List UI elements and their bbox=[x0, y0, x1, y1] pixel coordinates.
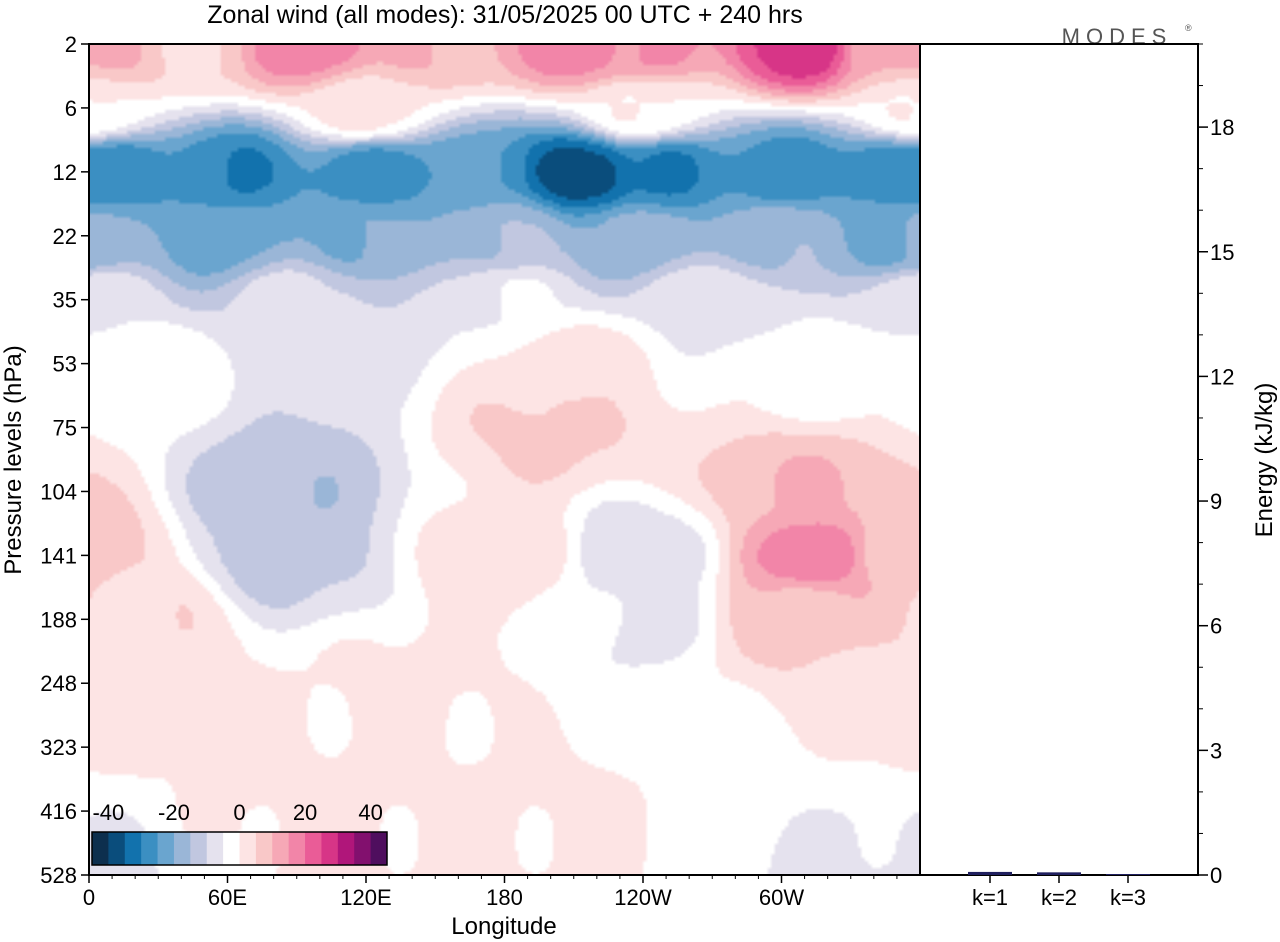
longitude-tick-label: 120W bbox=[614, 885, 672, 910]
colorbar-swatch bbox=[354, 832, 372, 865]
colorbar-swatch bbox=[124, 832, 142, 865]
pressure-tick-label: 35 bbox=[53, 288, 77, 313]
chart-title: Zonal wind (all modes): 31/05/2025 00 UT… bbox=[207, 1, 802, 29]
colorbar-ticks: -40 -20 0 20 40 bbox=[92, 800, 382, 825]
colorbar-swatch bbox=[173, 832, 191, 865]
longitude-tick-label: 0 bbox=[83, 885, 95, 910]
energy-x-tick-label: k=3 bbox=[1110, 885, 1146, 910]
energy-axis: 0 3 6 9 12 15 18 bbox=[1198, 43, 1234, 888]
energy-tick-label: 0 bbox=[1210, 863, 1222, 888]
energy-panel-frame bbox=[919, 43, 1199, 876]
wind-heatmap bbox=[89, 44, 920, 875]
pressure-tick-label: 2 bbox=[65, 32, 77, 57]
colorbar-swatch bbox=[321, 832, 339, 865]
energy-tick-label: 18 bbox=[1210, 115, 1234, 140]
colorbar bbox=[92, 832, 388, 865]
colorbar-tick-label: 40 bbox=[358, 800, 382, 825]
energy-tick-label: 15 bbox=[1210, 240, 1234, 265]
energy-bar bbox=[1037, 872, 1081, 875]
colorbar-swatch bbox=[223, 832, 240, 865]
longitude-tick-label: 60E bbox=[208, 885, 247, 910]
pressure-tick-label: 248 bbox=[40, 671, 77, 696]
pressure-tick-label: 141 bbox=[40, 543, 77, 568]
energy-tick-label: 12 bbox=[1210, 364, 1234, 389]
colorbar-swatch bbox=[190, 832, 208, 865]
energy-x-tick-label: k=1 bbox=[972, 885, 1008, 910]
energy-bar bbox=[1106, 874, 1150, 875]
colorbar-swatch bbox=[206, 832, 224, 865]
energy-bars bbox=[968, 871, 1150, 875]
colorbar-tick-label: 20 bbox=[293, 800, 317, 825]
pressure-tick-label: 22 bbox=[53, 224, 77, 249]
pressure-axis-label: Pressure levels (hPa) bbox=[0, 345, 27, 574]
colorbar-swatch bbox=[157, 832, 175, 865]
colorbar-tick-label: -20 bbox=[158, 800, 190, 825]
pressure-tick-label: 104 bbox=[40, 479, 77, 504]
pressure-tick-label: 188 bbox=[40, 607, 77, 632]
longitude-tick-label: 120E bbox=[340, 885, 391, 910]
pressure-tick-label: 323 bbox=[40, 735, 77, 760]
colorbar-swatch bbox=[370, 832, 388, 865]
energy-tick-label: 3 bbox=[1210, 738, 1222, 763]
colorbar-tick-label: -40 bbox=[92, 800, 124, 825]
modes-logo-mark: ® bbox=[1185, 23, 1192, 33]
energy-bar bbox=[968, 871, 1012, 875]
colorbar-swatch bbox=[288, 832, 306, 865]
pressure-tick-label: 75 bbox=[53, 416, 77, 441]
energy-tick-label: 9 bbox=[1210, 489, 1222, 514]
pressure-tick-label: 528 bbox=[40, 863, 77, 888]
colorbar-swatch bbox=[92, 832, 109, 865]
colorbar-frame bbox=[91, 831, 388, 866]
colorbar-swatch bbox=[141, 832, 159, 865]
energy-x-tick-label: k=2 bbox=[1041, 885, 1077, 910]
wind-contour-field bbox=[89, 44, 920, 875]
pressure-tick-label: 12 bbox=[53, 160, 77, 185]
colorbar-swatch bbox=[255, 832, 273, 865]
colorbar-swatch bbox=[108, 832, 126, 865]
pressure-tick-label: 53 bbox=[53, 352, 77, 377]
energy-tick-label: 6 bbox=[1210, 614, 1222, 639]
longitude-axis: 0 60E 120E 180 120W 60W bbox=[83, 875, 898, 910]
pressure-tick-label: 6 bbox=[65, 96, 77, 121]
colorbar-swatch bbox=[239, 832, 257, 865]
colorbar-swatch bbox=[272, 832, 290, 865]
colorbar-swatch bbox=[337, 832, 355, 865]
energy-wavenumber-axis: k=1 k=2 k=3 bbox=[972, 875, 1146, 910]
energy-axis-label: Energy (kJ/kg) bbox=[1251, 383, 1278, 538]
colorbar-tick-label: 0 bbox=[233, 800, 245, 825]
longitude-axis-label: Longitude bbox=[451, 913, 556, 940]
pressure-axis: 2 6 12 22 35 53 75 104 141 188 248 323 416 528 bbox=[40, 32, 89, 888]
longitude-tick-label: 60W bbox=[759, 885, 804, 910]
pressure-tick-label: 416 bbox=[40, 799, 77, 824]
longitude-tick-label: 180 bbox=[486, 885, 523, 910]
colorbar-swatch bbox=[305, 832, 322, 865]
